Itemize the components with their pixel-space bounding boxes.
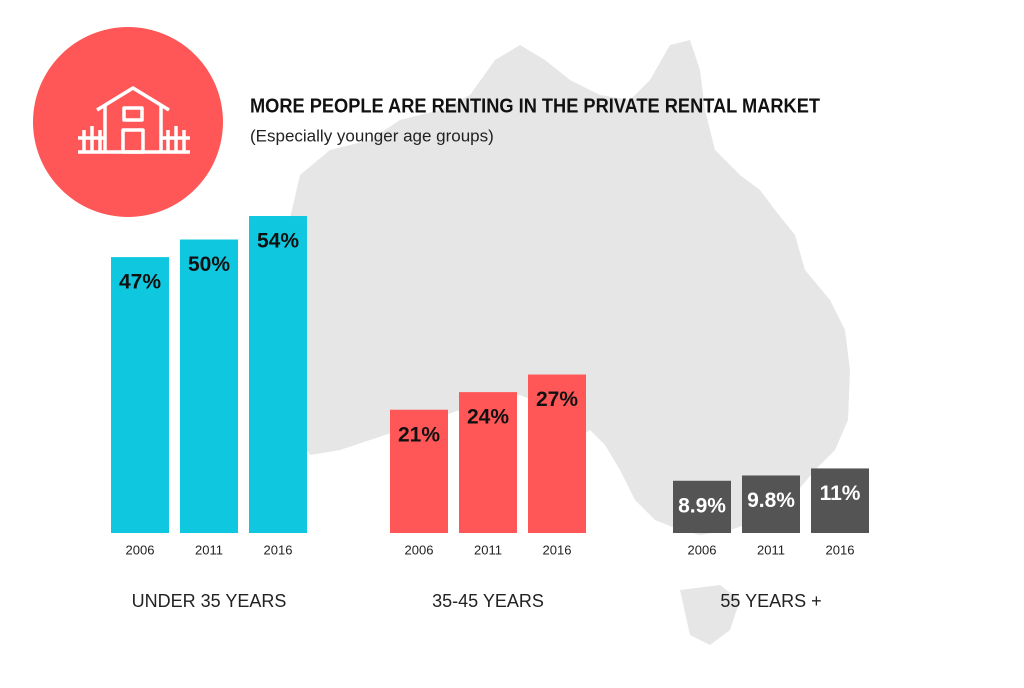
bar	[180, 239, 238, 533]
bar	[528, 374, 586, 533]
chart-title: MORE PEOPLE ARE RENTING IN THE PRIVATE R…	[250, 95, 820, 117]
bar	[742, 475, 800, 533]
year-label: 2011	[195, 542, 223, 557]
bar	[459, 392, 517, 533]
bar	[390, 409, 448, 533]
value-label: 8.9%	[678, 494, 726, 517]
year-label: 2006	[688, 542, 717, 557]
icon-circle	[33, 27, 223, 217]
bar	[673, 480, 731, 533]
group-label: UNDER 35 YEARS	[132, 591, 287, 611]
group-label: 35-45 YEARS	[432, 591, 544, 611]
value-label: 21%	[398, 423, 440, 446]
year-label: 2016	[543, 542, 572, 557]
year-label: 2016	[264, 542, 293, 557]
year-label: 2011	[757, 542, 785, 557]
value-label: 11%	[820, 482, 861, 505]
tasmania-shape	[680, 585, 740, 645]
year-label: 2011	[474, 542, 502, 557]
house-icon	[78, 86, 190, 154]
bar	[249, 216, 307, 533]
chart-subtitle: (Especially younger age groups)	[250, 126, 494, 145]
year-label: 2016	[826, 542, 855, 557]
value-label: 24%	[467, 406, 509, 429]
value-label: 47%	[119, 271, 161, 294]
year-label: 2006	[126, 542, 155, 557]
value-label: 50%	[188, 253, 230, 276]
bar	[811, 468, 869, 533]
value-label: 9.8%	[747, 489, 795, 512]
value-label: 27%	[536, 388, 578, 411]
group-label: 55 YEARS +	[720, 591, 821, 611]
bar	[111, 257, 169, 533]
value-label: 54%	[257, 230, 299, 253]
year-label: 2006	[405, 542, 434, 557]
